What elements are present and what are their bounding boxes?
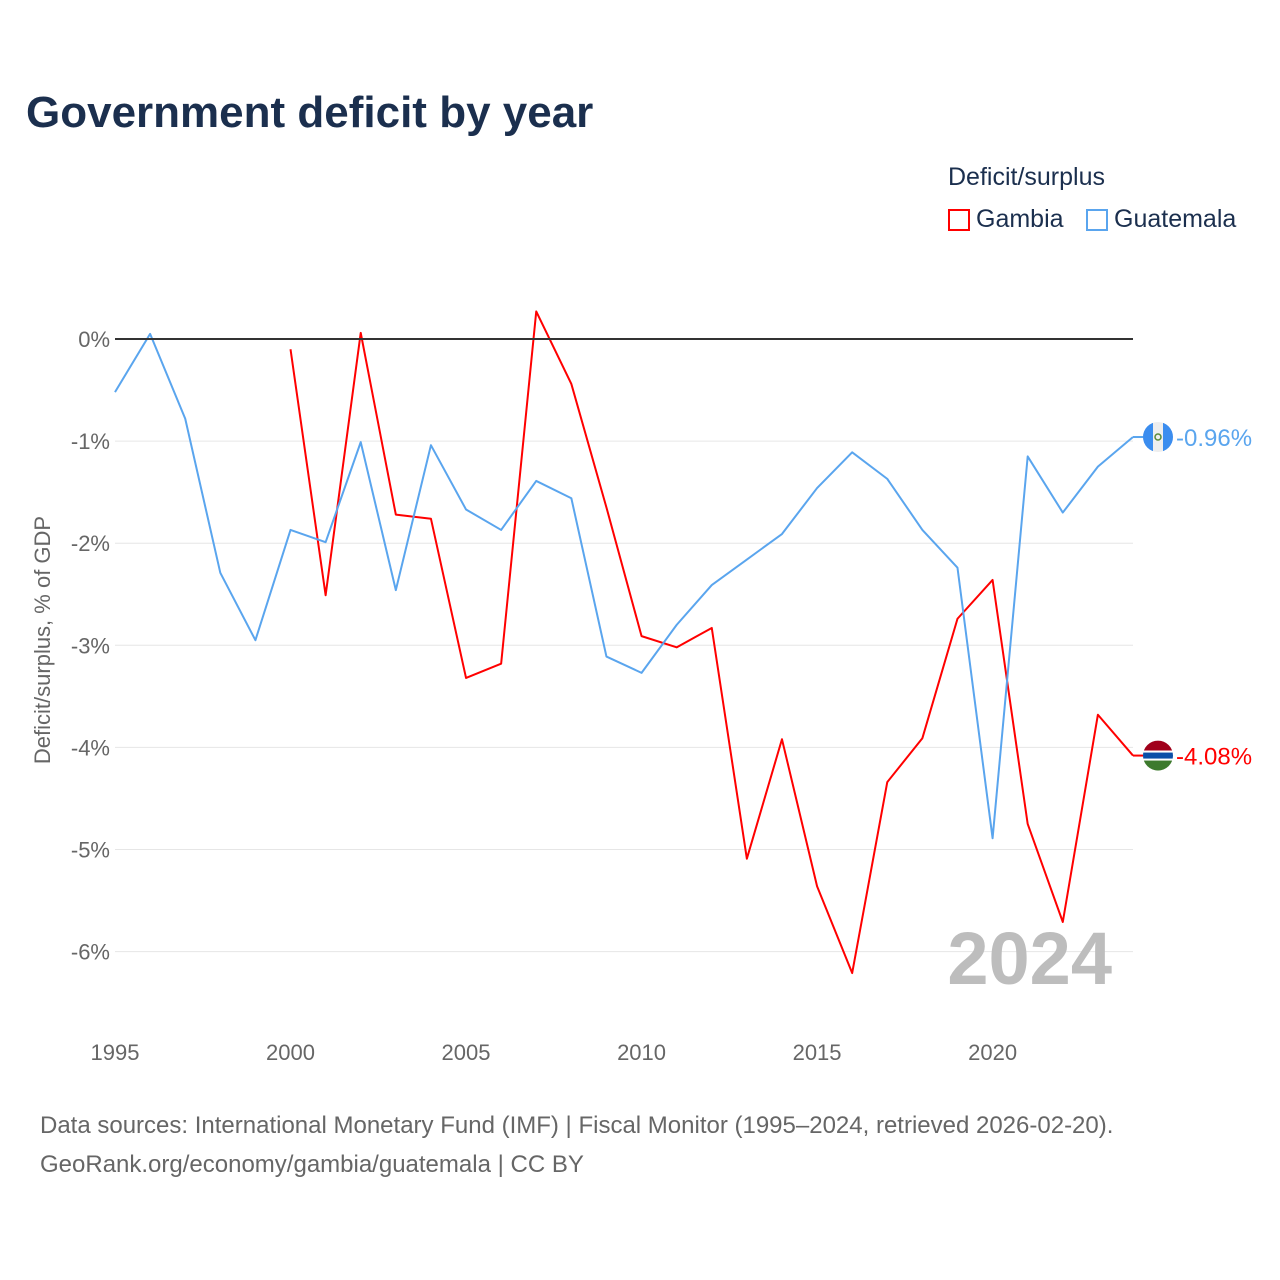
x-tick-label: 2015 xyxy=(793,1040,842,1065)
legend-swatch-guatemala xyxy=(1086,208,1108,231)
end-value-label: -4.08% xyxy=(1176,744,1252,771)
x-tick-label: 1995 xyxy=(91,1040,140,1065)
legend-item-gambia[interactable]: Gambia xyxy=(948,205,1064,234)
legend-item-guatemala[interactable]: Guatemala xyxy=(1086,205,1236,234)
y-tick-label: 0% xyxy=(78,327,110,352)
y-tick-label: -1% xyxy=(71,429,110,454)
y-tick-label: -2% xyxy=(71,531,110,556)
year-watermark: 2024 xyxy=(947,917,1112,1000)
y-tick-label: -4% xyxy=(71,735,110,760)
series-line-gambia xyxy=(289,310,1134,975)
x-tick-label: 2000 xyxy=(266,1040,315,1065)
legend-swatch-gambia xyxy=(948,208,970,231)
legend-label-guatemala: Guatemala xyxy=(1114,205,1237,233)
source-link[interactable]: GeoRank.org/economy/gambia/guatemala | C… xyxy=(40,1151,584,1178)
y-tick-label: -5% xyxy=(71,838,110,863)
x-tick-label: 2005 xyxy=(442,1040,491,1065)
x-tick-label: 2010 xyxy=(617,1040,666,1065)
y-axis-label: Deficit/surplus, % of GDP xyxy=(30,516,55,764)
series-line-guatemala xyxy=(114,332,1134,840)
legend-title: Deficit/surplus xyxy=(948,163,1105,191)
guatemala-flag-icon xyxy=(1143,422,1173,453)
x-tick-label: 2020 xyxy=(968,1040,1017,1065)
legend-label-gambia: Gambia xyxy=(976,205,1064,233)
chart-title: Government deficit by year xyxy=(26,88,594,137)
data-sources: Data sources: International Monetary Fun… xyxy=(40,1112,1114,1139)
y-tick-label: -6% xyxy=(71,940,110,965)
end-value-label: -0.96% xyxy=(1176,425,1252,452)
footer: Data sources: International Monetary Fun… xyxy=(40,1106,1113,1184)
y-tick-label: -3% xyxy=(71,633,110,658)
gambia-flag-icon xyxy=(1143,740,1173,771)
